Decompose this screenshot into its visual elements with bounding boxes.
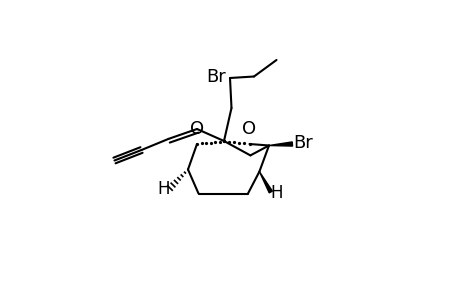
Text: H: H	[157, 180, 170, 198]
Text: Br: Br	[205, 68, 225, 86]
Polygon shape	[259, 172, 272, 193]
Text: O: O	[190, 120, 204, 138]
Polygon shape	[269, 142, 292, 146]
Text: H: H	[270, 184, 282, 202]
Text: Br: Br	[293, 134, 313, 152]
Text: O: O	[242, 120, 256, 138]
